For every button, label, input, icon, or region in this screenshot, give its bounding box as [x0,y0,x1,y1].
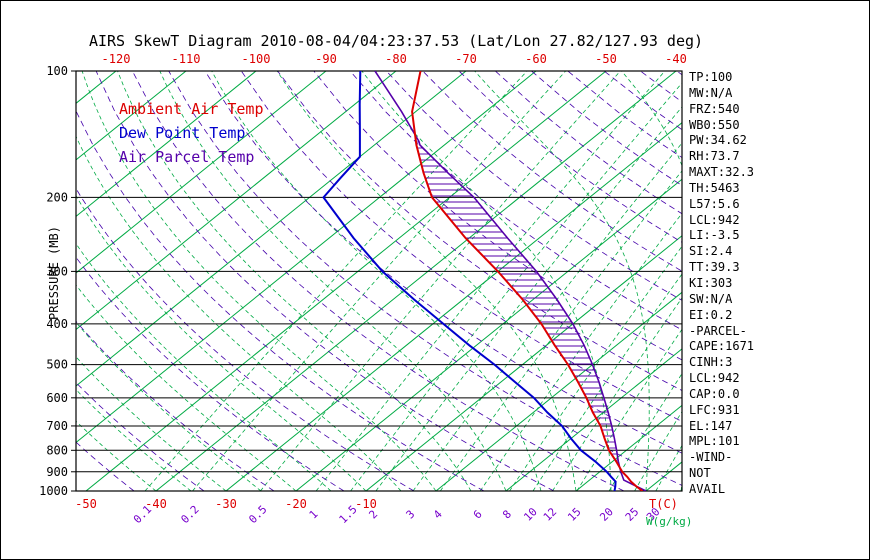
svg-text:900: 900 [46,465,68,479]
stat-line: -PARCEL- [689,323,747,338]
pressure-axis-title: PRESSURE (MB) [47,226,61,320]
svg-text:12: 12 [541,505,560,524]
svg-text:300: 300 [46,264,68,278]
stat-line: L57:5.6 [689,196,740,211]
temp-axis-title: T(C) [649,497,678,511]
svg-text:8: 8 [500,508,514,522]
stat-line: AVAIL [689,481,726,496]
chart-legend: Ambient Air Temp Dew Point Temp Air Parc… [119,97,264,169]
svg-text:200: 200 [46,190,68,204]
legend-air-parcel-temp: Air Parcel Temp [119,148,255,166]
svg-text:15: 15 [565,505,584,524]
svg-text:100: 100 [46,64,68,78]
dry-adiabats [76,71,682,491]
svg-text:10: 10 [521,505,540,524]
svg-text:-50: -50 [595,52,617,66]
stat-line: RH:73.7 [689,149,740,164]
stat-line: TP:100 [689,70,733,84]
svg-text:600: 600 [46,391,68,405]
stat-line: MAXT:32.3 [689,165,755,180]
parcel-temp-curve [374,71,647,491]
ambient-temp-curve [411,71,644,491]
cape-hatching [416,141,619,461]
svg-text:1: 1 [307,508,321,522]
isotherms [76,71,682,491]
svg-text:-60: -60 [525,52,547,66]
stat-line: MPL:101 [689,434,740,449]
stat-line: KI:303 [689,275,733,290]
stat-line: EL:147 [689,418,733,433]
stat-line: EI:0.2 [689,307,733,322]
stat-line: -WIND- [689,450,733,465]
svg-text:500: 500 [46,358,68,372]
svg-text:0.2: 0.2 [178,503,201,526]
stat-line: CAP:0.0 [689,386,740,401]
stats-panel: TP:100 MW:N/A FRZ:540 WB0:550 PW:34.62 RH:73.… [689,70,754,498]
stat-line: SW:N/A [689,291,733,306]
svg-text:-120: -120 [102,52,131,66]
chart-title: AIRS SkewT Diagram 2010-08-04/04:23:37.5… [88,32,704,50]
svg-text:-90: -90 [315,52,337,66]
mixing-ratio-labels: 0.1 0.2 0.5 1 1.5 2 3 4 6 8 10 12 15 20 25 30 [131,503,663,526]
svg-text:4: 4 [431,507,445,521]
svg-text:-100: -100 [242,52,271,66]
svg-text:-30: -30 [215,497,237,511]
svg-text:-10: -10 [355,497,377,511]
svg-text:-80: -80 [385,52,407,66]
stat-line: SI:2.4 [689,244,733,259]
legend-ambient-air-temp: Ambient Air Temp [119,100,264,118]
stat-line: FRZ:540 [689,101,740,116]
bottom-temp-axis-labels: -50 -40 -30 -20 -10 [75,497,377,511]
svg-text:6: 6 [471,508,485,522]
svg-text:-20: -20 [285,497,307,511]
stat-line: CINH:3 [689,355,733,370]
mixing-ratio-lines [144,71,682,491]
stat-line: NOT [689,466,711,481]
stat-line: CAPE:1671 [689,339,755,354]
dew-point-curve [322,71,617,491]
svg-text:-50: -50 [75,497,97,511]
stat-line: MW:N/A [689,85,733,100]
svg-text:0.5: 0.5 [246,503,269,526]
svg-text:20: 20 [597,505,616,524]
svg-text:3: 3 [404,508,418,522]
stat-line: LCL:942 [689,371,740,386]
stat-line: LCL:942 [689,212,740,227]
svg-text:25: 25 [623,505,642,524]
svg-text:-40: -40 [145,497,167,511]
svg-text:400: 400 [46,317,68,331]
stat-line: LFC:931 [689,402,740,417]
svg-text:700: 700 [46,419,68,433]
svg-text:-110: -110 [172,52,201,66]
stat-line: WB0:550 [689,117,740,132]
pressure-axis-labels: 100 200 300 400 500 600 700 800 900 1000 [39,64,68,498]
svg-text:800: 800 [46,443,68,457]
svg-text:-40: -40 [665,52,687,66]
stat-line: TH:5463 [689,180,740,195]
top-temp-axis-labels: -120 -110 -100 -90 -80 -70 -60 -50 -40 [102,52,687,66]
stat-line: LI:-3.5 [689,228,740,243]
stat-line: PW:34.62 [689,133,747,148]
legend-dew-point-temp: Dew Point Temp [119,124,246,142]
svg-text:-70: -70 [455,52,477,66]
plot-frame [75,70,683,492]
svg-text:1000: 1000 [39,484,68,498]
stat-line: TT:39.3 [689,260,740,275]
mixratio-axis-title: W(g/kg) [646,515,692,528]
